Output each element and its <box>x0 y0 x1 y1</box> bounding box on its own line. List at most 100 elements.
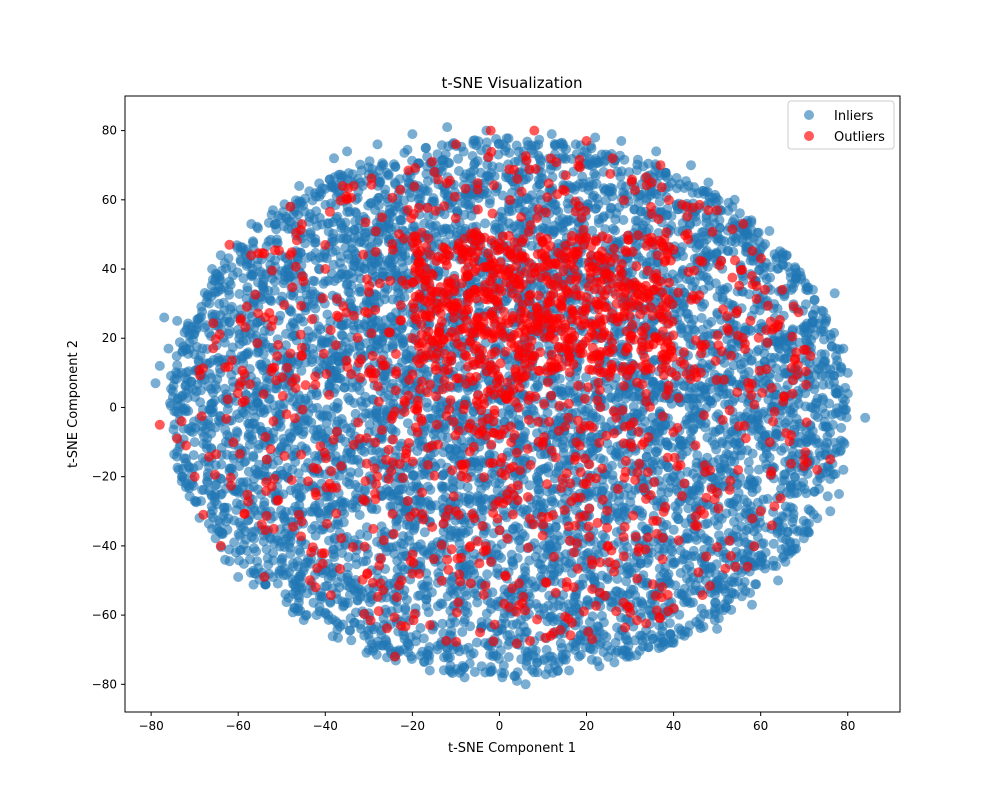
inlier-point <box>476 617 487 627</box>
inlier-point <box>277 291 288 302</box>
inlier-point <box>482 569 493 580</box>
inlier-point <box>224 289 235 300</box>
inlier-point <box>359 484 370 495</box>
inlier-point <box>594 661 605 672</box>
inlier-point <box>555 638 566 649</box>
inlier-point <box>308 597 319 608</box>
inlier-point <box>421 397 432 408</box>
inlier-point <box>554 373 565 384</box>
inlier-point <box>394 174 405 185</box>
inlier-point <box>296 491 307 502</box>
inlier-point <box>352 454 363 465</box>
inlier-point <box>587 225 598 236</box>
inlier-point <box>507 619 518 630</box>
inlier-point <box>320 276 331 287</box>
inlier-point <box>354 510 365 520</box>
inlier-point <box>490 478 501 489</box>
inlier-point <box>399 147 410 158</box>
inlier-point <box>668 524 679 535</box>
inlier-point <box>227 342 238 353</box>
inlier-point <box>330 519 341 530</box>
inlier-point <box>248 452 259 463</box>
inlier-point <box>228 270 238 281</box>
points-layer <box>150 122 871 690</box>
inlier-point <box>309 276 320 287</box>
inlier-point <box>481 137 492 148</box>
inlier-point <box>333 169 344 180</box>
inlier-point <box>481 608 492 619</box>
chart-title: t-SNE Visualization <box>441 74 582 92</box>
inlier-point <box>423 607 434 618</box>
inlier-point <box>465 649 476 660</box>
inlier-point <box>714 530 724 541</box>
inlier-point <box>272 578 283 589</box>
inlier-point <box>172 462 183 473</box>
inlier-point <box>785 502 796 513</box>
inlier-point <box>345 467 356 478</box>
inlier-point <box>583 403 594 414</box>
inlier-point <box>787 324 798 335</box>
inlier-point <box>298 615 309 626</box>
inlier-point <box>341 318 352 329</box>
inlier-point <box>696 313 707 323</box>
inlier-point <box>431 231 442 242</box>
inlier-point <box>343 552 354 563</box>
inlier-point <box>601 632 612 642</box>
inlier-point <box>743 457 754 468</box>
inlier-point <box>673 514 684 525</box>
inlier-point <box>570 139 581 150</box>
inlier-point <box>183 318 194 329</box>
inlier-point <box>364 419 375 430</box>
inlier-point <box>437 494 448 505</box>
inlier-point <box>534 134 545 145</box>
inlier-point <box>503 133 514 144</box>
inlier-point <box>707 436 718 446</box>
inlier-point <box>439 652 450 663</box>
inlier-point <box>507 557 518 568</box>
inlier-point <box>402 418 413 429</box>
inlier-point <box>422 590 432 601</box>
inlier-point <box>276 505 287 516</box>
inlier-point <box>619 154 630 165</box>
inlier-point <box>710 278 721 289</box>
inlier-point <box>494 162 505 173</box>
inlier-point <box>235 545 245 556</box>
inlier-point <box>435 598 446 609</box>
inlier-point <box>381 167 392 178</box>
inlier-point <box>622 568 633 579</box>
inlier-point <box>188 450 199 461</box>
inlier-point <box>513 535 524 546</box>
inlier-point <box>212 374 223 385</box>
inlier-point <box>745 255 756 266</box>
inlier-point <box>598 455 609 466</box>
inlier-point <box>329 276 340 287</box>
inlier-point <box>406 651 417 662</box>
inlier-point <box>465 167 476 178</box>
inlier-point <box>577 182 588 193</box>
inlier-point <box>346 499 357 510</box>
inlier-point <box>400 603 411 613</box>
inlier-point <box>758 538 769 549</box>
inlier-point <box>728 577 739 588</box>
inlier-point <box>418 633 429 644</box>
inlier-point <box>324 174 335 185</box>
inlier-point <box>822 491 833 502</box>
inlier-point <box>319 581 330 592</box>
inlier-point <box>744 465 754 476</box>
inlier-point <box>515 543 526 554</box>
inlier-point <box>597 610 607 621</box>
inlier-point <box>609 657 620 668</box>
inlier-point <box>780 469 791 480</box>
inlier-point <box>503 203 514 214</box>
inlier-point <box>630 215 641 226</box>
inlier-point <box>370 455 381 466</box>
inlier-point <box>251 546 262 557</box>
inlier-point <box>208 407 218 418</box>
inlier-point <box>735 411 746 422</box>
inlier-point <box>422 186 433 196</box>
inlier-point <box>520 627 531 637</box>
inlier-point <box>323 218 334 229</box>
inlier-point <box>678 554 689 564</box>
inlier-point <box>819 349 830 360</box>
